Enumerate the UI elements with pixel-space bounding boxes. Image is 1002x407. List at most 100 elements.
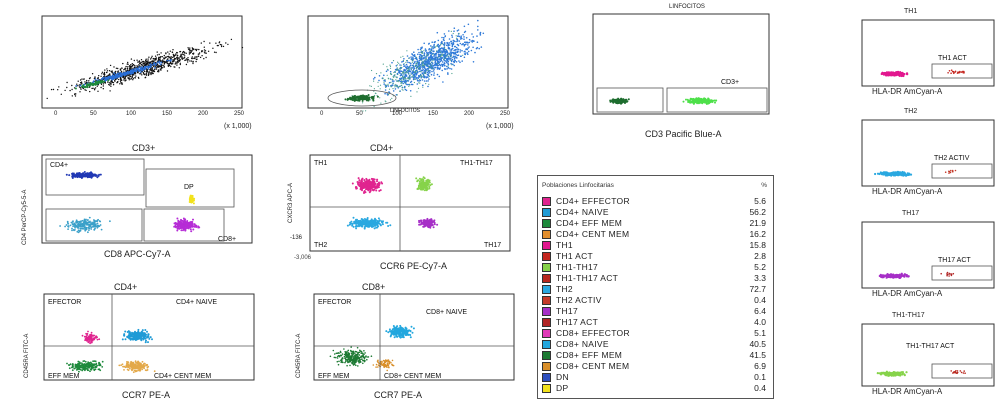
event-dot	[358, 179, 361, 182]
event-dot	[113, 66, 115, 68]
x-tick-label: 50	[356, 111, 363, 117]
event-dot	[92, 360, 94, 363]
event-dot	[134, 336, 137, 339]
event-dot	[415, 65, 417, 67]
event-dot	[412, 76, 414, 79]
event-dot	[441, 40, 443, 43]
event-dot	[444, 46, 446, 49]
event-dot	[394, 86, 396, 88]
event-dot	[185, 223, 188, 225]
event-dot	[179, 51, 181, 53]
event-dot	[431, 46, 433, 49]
event-dot	[410, 73, 412, 75]
event-dot	[121, 67, 123, 69]
event-dot	[476, 46, 479, 49]
event-dot	[416, 76, 418, 79]
event-dot	[412, 54, 415, 57]
event-dot	[452, 55, 455, 58]
event-dot	[189, 51, 191, 53]
event-dot	[145, 59, 147, 62]
event-dot	[457, 54, 460, 56]
event-dot	[368, 180, 371, 182]
event-dot	[123, 69, 125, 71]
event-dot	[709, 99, 712, 102]
event-dot	[147, 66, 149, 69]
event-dot	[424, 72, 426, 75]
event-dot	[480, 46, 483, 48]
event-dot	[74, 95, 77, 97]
event-dot	[77, 367, 79, 370]
event-dot	[192, 228, 195, 231]
event-dot	[89, 342, 91, 345]
event-dot	[170, 56, 173, 58]
event-dot	[94, 87, 97, 89]
event-dot	[425, 183, 428, 186]
event-dot	[375, 219, 377, 222]
event-dot	[425, 64, 428, 67]
event-dot	[441, 65, 444, 67]
event-dot	[422, 176, 425, 179]
event-dot	[427, 80, 429, 82]
event-dot	[195, 60, 197, 63]
event-dot	[138, 77, 140, 79]
event-dot	[407, 67, 409, 70]
event-dot	[94, 225, 97, 228]
event-dot	[144, 68, 147, 70]
event-dot	[429, 71, 431, 74]
event-dot	[688, 100, 691, 103]
event-dot	[418, 68, 420, 70]
event-dot	[100, 81, 103, 84]
event-dot	[179, 56, 181, 58]
event-dot	[395, 83, 397, 86]
event-dot	[138, 66, 141, 69]
event-dot	[399, 90, 401, 92]
event-dot	[172, 63, 174, 65]
event-dot	[143, 73, 145, 75]
event-dot	[142, 337, 145, 340]
event-dot	[432, 68, 434, 70]
event-dot	[463, 45, 466, 47]
event-dot	[452, 52, 454, 54]
event-dot	[218, 42, 220, 44]
event-dot	[397, 73, 399, 75]
event-dot	[64, 225, 66, 228]
event-dot	[432, 47, 434, 50]
event-dot	[183, 54, 185, 56]
event-dot	[450, 52, 453, 55]
event-dot	[387, 85, 390, 87]
event-dot	[89, 90, 91, 93]
event-dot	[436, 50, 438, 52]
plot-frame	[41, 154, 253, 244]
event-dot	[426, 63, 428, 65]
event-dot	[179, 59, 181, 62]
event-dot	[106, 71, 108, 74]
event-dot	[195, 49, 198, 52]
event-dot	[362, 94, 364, 97]
event-dot	[386, 66, 388, 68]
event-dot	[83, 78, 85, 80]
event-dot	[405, 79, 407, 82]
gate-label-dp: DP	[184, 184, 194, 191]
event-dot	[360, 223, 363, 226]
event-dot	[175, 62, 177, 64]
event-dot	[412, 62, 415, 65]
event-dot	[103, 73, 106, 76]
event-dot	[88, 229, 90, 231]
event-dot	[388, 81, 391, 84]
event-dot	[448, 44, 451, 46]
event-dot	[385, 70, 388, 73]
event-dot	[405, 78, 407, 80]
event-dot	[145, 339, 147, 342]
event-dot	[113, 76, 116, 78]
event-dot	[191, 56, 193, 58]
event-dot	[363, 97, 365, 100]
event-dot	[147, 61, 149, 63]
event-dot	[416, 65, 419, 68]
event-dot	[203, 49, 206, 51]
event-dot	[141, 66, 143, 69]
event-dot	[147, 58, 149, 60]
event-dot	[440, 57, 443, 60]
event-dot	[380, 181, 383, 184]
event-dot	[424, 72, 426, 74]
event-dot	[442, 54, 444, 56]
